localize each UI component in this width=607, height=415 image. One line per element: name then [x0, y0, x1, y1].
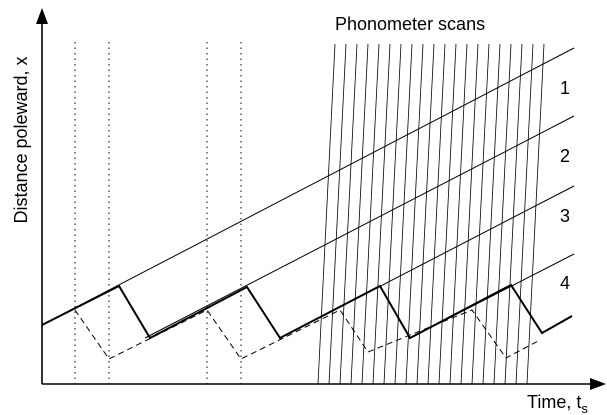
phonometer-scan-line [317, 43, 336, 385]
x-axis-label-subscript: s [581, 401, 588, 415]
phonometer-scan-line [361, 43, 380, 385]
x-axis-label-main: Time, t [527, 392, 581, 412]
y-axis-label: Distance poleward, x [11, 56, 31, 223]
phonometer-scan-line [460, 43, 479, 385]
line-label-4: 4 [560, 273, 570, 293]
phonometer-scan-line [449, 43, 468, 385]
phonometer-scan-line [394, 43, 413, 385]
x-axis-label: Time, ts [527, 392, 588, 415]
phonometer-scan-line [328, 43, 347, 385]
phonometer-scan-lines [317, 43, 545, 385]
y-axis-arrowhead [36, 8, 48, 24]
phonometer-scan-line [372, 43, 391, 385]
sawtooth-path [41, 283, 573, 340]
line-label-1: 1 [560, 78, 570, 98]
dashed-sawtooth-path [74, 309, 541, 360]
phonometer-scan-line [416, 43, 435, 385]
line-label-3: 3 [560, 206, 570, 226]
diagonal-line-2 [144, 115, 575, 339]
phonometer-scan-line [526, 43, 545, 385]
phonometer-scan-line [504, 43, 523, 385]
diagonal-line-1 [41, 47, 575, 326]
phonometer-scan-line [438, 43, 457, 385]
phonometer-scan-line [350, 43, 369, 385]
line-label-2: 2 [560, 146, 570, 166]
phonometer-scan-line [405, 43, 424, 385]
phonometer-scan-line [471, 43, 490, 385]
axes [36, 8, 606, 390]
phonometer-scan-line [482, 43, 501, 385]
diagram-title: Phonometer scans [335, 14, 485, 34]
dotted-verticals [74, 42, 242, 384]
phonometer-scan-line [339, 43, 358, 385]
x-axis-arrowhead [590, 378, 606, 390]
phonometer-scan-line [493, 43, 512, 385]
phonometer-scan-line [515, 43, 534, 385]
phonometer-scan-line [383, 43, 402, 385]
phonometer-scan-line [427, 43, 446, 385]
